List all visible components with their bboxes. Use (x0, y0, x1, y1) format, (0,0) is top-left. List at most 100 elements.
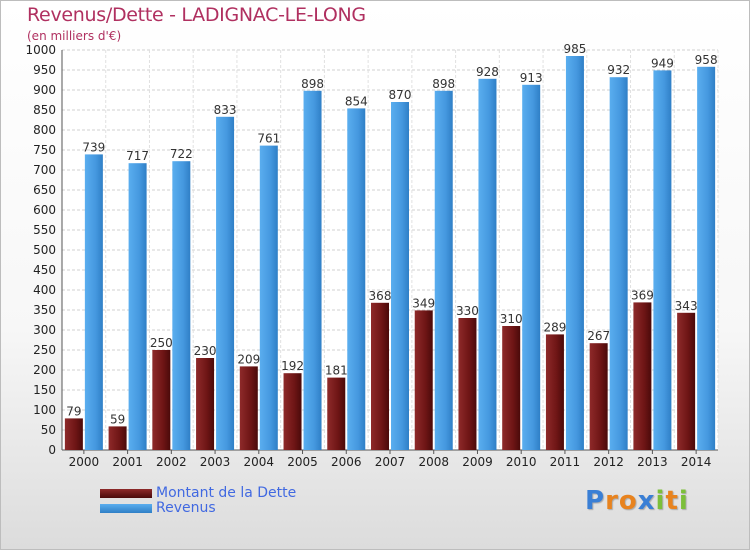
y-tick-label: 0 (48, 443, 56, 457)
legend-swatch-revenus (100, 504, 152, 513)
data-label-debt: 209 (237, 352, 260, 366)
data-label-debt: 230 (194, 344, 217, 358)
x-tick-label: 2010 (506, 455, 537, 469)
x-tick-label: 2007 (375, 455, 406, 469)
x-tick-label: 2001 (112, 455, 143, 469)
y-tick-label: 50 (41, 423, 56, 437)
data-label-debt: 79 (66, 404, 81, 418)
logo-letter: r (605, 486, 619, 516)
legend-swatch-debt (100, 489, 152, 498)
bar-debt (458, 318, 477, 450)
legend-label-revenus: Revenus (156, 500, 216, 516)
bar-revenus (522, 84, 541, 451)
bar-debt (589, 343, 608, 450)
data-label-revenus: 898 (301, 77, 324, 91)
logo-letter: o (618, 486, 638, 516)
data-label-revenus: 739 (82, 140, 105, 154)
x-tick-label: 2008 (418, 455, 449, 469)
data-label-revenus: 761 (257, 132, 280, 146)
data-label-debt: 330 (456, 304, 479, 318)
y-tick-label: 450 (33, 263, 56, 277)
x-tick-label: 2000 (69, 455, 100, 469)
bar-debt (633, 302, 652, 450)
y-tick-label: 550 (33, 223, 56, 237)
bar-revenus (259, 145, 278, 450)
data-label-debt: 368 (369, 289, 392, 303)
logo-letter: i (678, 486, 689, 516)
bar-revenus (434, 90, 453, 451)
data-label-revenus: 985 (563, 42, 586, 56)
data-label-revenus: 913 (520, 71, 543, 85)
y-tick-label: 750 (33, 143, 56, 157)
y-tick-label: 150 (33, 383, 56, 397)
bar-revenus (128, 163, 147, 450)
bar-revenus (303, 90, 322, 451)
data-label-revenus: 722 (170, 147, 193, 161)
bar-debt (64, 418, 83, 450)
y-tick-label: 250 (33, 343, 56, 357)
x-tick-label: 2003 (200, 455, 231, 469)
y-tick-label: 200 (33, 363, 56, 377)
y-tick-label: 850 (33, 103, 56, 117)
data-label-debt: 181 (325, 364, 348, 378)
data-label-debt: 310 (500, 312, 523, 326)
bar-revenus (478, 78, 497, 451)
data-label-revenus: 717 (126, 149, 149, 163)
bar-revenus (84, 154, 103, 450)
x-tick-label: 2005 (287, 455, 318, 469)
bar-debt (152, 350, 171, 450)
chart-subtitle: (en milliers d'€) (27, 29, 122, 43)
x-tick-label: 2013 (637, 455, 668, 469)
y-tick-label: 700 (33, 163, 56, 177)
bar-debt (502, 326, 521, 450)
y-tick-label: 1000 (25, 43, 56, 57)
x-tick-label: 2009 (462, 455, 493, 469)
y-tick-label: 800 (33, 123, 56, 137)
x-tick-label: 2011 (550, 455, 581, 469)
bar-revenus (609, 77, 628, 450)
data-label-revenus: 898 (432, 77, 455, 91)
bar-debt (545, 334, 564, 450)
y-tick-label: 600 (33, 203, 56, 217)
bar-debt (677, 312, 696, 450)
x-tick-label: 2014 (681, 455, 712, 469)
x-tick-label: 2004 (244, 455, 275, 469)
bar-revenus (172, 161, 191, 450)
x-tick-label: 2012 (593, 455, 624, 469)
data-label-debt: 349 (412, 296, 435, 310)
data-label-revenus: 928 (476, 65, 499, 79)
x-tick-label: 2002 (156, 455, 187, 469)
data-label-revenus: 870 (389, 88, 412, 102)
y-tick-label: 100 (33, 403, 56, 417)
logo-letter: P (585, 486, 606, 516)
y-tick-label: 900 (33, 83, 56, 97)
bar-revenus (565, 56, 584, 450)
data-label-revenus: 949 (651, 56, 674, 70)
data-label-debt: 267 (587, 329, 610, 343)
y-tick-label: 950 (33, 63, 56, 77)
bar-debt (239, 366, 258, 450)
data-label-revenus: 932 (607, 63, 630, 77)
proxiti-logo: Proxiti (585, 486, 689, 516)
data-label-debt: 250 (150, 336, 173, 350)
bar-debt (283, 373, 302, 450)
bar-debt (327, 377, 346, 450)
data-label-debt: 59 (110, 412, 125, 426)
bar-debt (414, 310, 433, 450)
data-label-debt: 289 (543, 320, 566, 334)
bar-revenus (653, 70, 672, 451)
y-tick-label: 300 (33, 323, 56, 337)
x-tick-label: 2006 (331, 455, 362, 469)
data-label-revenus: 958 (695, 53, 718, 67)
data-label-debt: 343 (675, 299, 698, 313)
bar-revenus (347, 108, 366, 451)
bar-debt (371, 302, 389, 450)
y-tick-label: 500 (33, 243, 56, 257)
data-label-revenus: 854 (345, 94, 368, 108)
legend-label-debt: Montant de la Dette (156, 485, 297, 501)
chart-title: Revenus/Dette - LADIGNAC-LE-LONG (27, 4, 366, 26)
logo-letter: t (665, 486, 679, 516)
bar-debt (196, 358, 215, 450)
bar-debt (108, 426, 127, 450)
